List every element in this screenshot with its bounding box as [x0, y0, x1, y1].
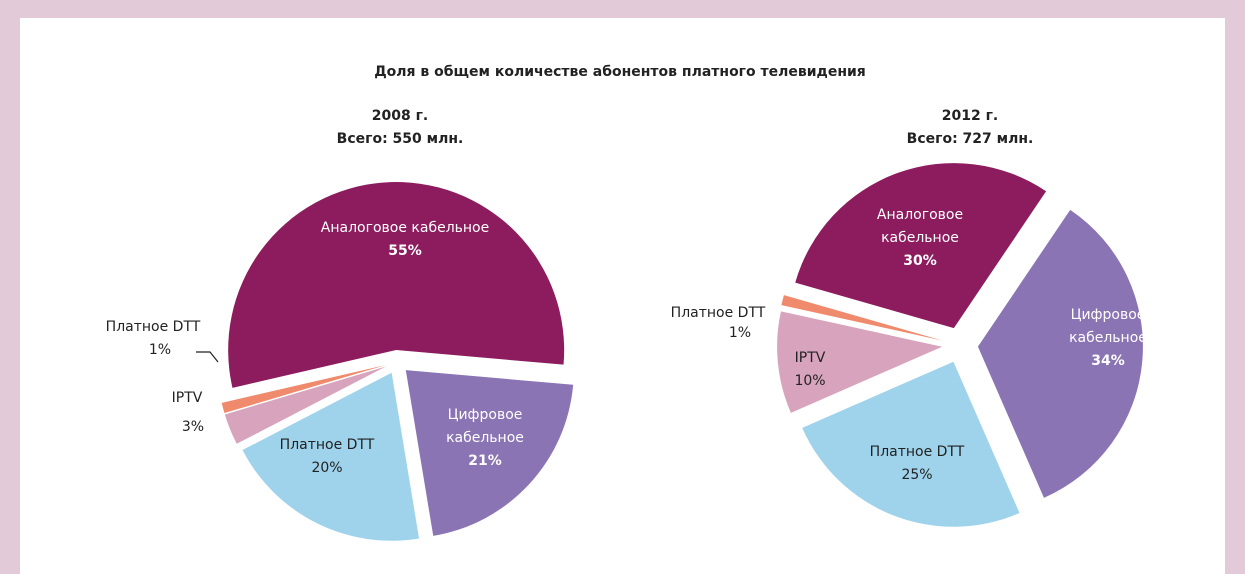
slice-value-label: 10% [794, 373, 825, 389]
slice-value-label: 3% [182, 419, 204, 435]
slice-value-label: 21% [468, 453, 502, 469]
slice-value-label: 20% [311, 460, 342, 476]
slice-label: IPTV [172, 390, 203, 406]
pie-subtitle: Всего: 727 млн. [907, 131, 1034, 147]
pie-slice [777, 311, 943, 413]
pie-slice [405, 370, 574, 536]
slice-label-line: кабельное [881, 230, 959, 246]
slice-value-label: 1% [729, 325, 751, 341]
pie-slice [781, 295, 943, 341]
slice-label: Платное DTT [870, 444, 965, 460]
slice-value-label: 55% [388, 243, 422, 259]
slice-label: Аналоговое кабельное [877, 207, 963, 246]
chart-title: Доля в общем количестве абонентов платно… [374, 64, 866, 80]
slice-value-label: 25% [901, 467, 932, 483]
pie-slice [242, 372, 420, 541]
slice-label-line: Цифровое [1071, 307, 1146, 323]
slice-label-line: кабельное [1069, 330, 1147, 346]
slice-label: Платное DTT [671, 305, 766, 321]
slice-value-label: 34% [1091, 353, 1125, 369]
slice-label: Платное DTT [280, 437, 375, 453]
pie-slice [802, 361, 1020, 527]
pie-slice [224, 366, 386, 444]
pie-slice [795, 163, 1047, 329]
slice-label: Цифровое кабельное [446, 407, 524, 446]
slice-value-label: 1% [149, 342, 171, 358]
pie-slice [977, 209, 1143, 498]
pie-slice [228, 182, 565, 388]
leader-line [196, 351, 219, 363]
slice-label: Платное DTT [106, 319, 201, 335]
slice-label-line: кабельное [446, 430, 524, 446]
pie-slice [221, 365, 386, 414]
pie-title: 2012 г. [942, 108, 998, 124]
slice-label-line: Аналоговое [877, 207, 963, 223]
slice-label: Цифровое кабельное [1069, 307, 1147, 346]
chart: Доля в общем количестве абонентов платно… [20, 18, 1225, 574]
slice-label-line: Цифровое [448, 407, 523, 423]
pie-subtitle: Всего: 550 млн. [337, 131, 464, 147]
slice-label: Аналоговое кабельное [321, 220, 489, 236]
slice-label: IPTV [795, 350, 826, 366]
pie-title: 2008 г. [372, 108, 428, 124]
slice-value-label: 30% [903, 253, 937, 269]
